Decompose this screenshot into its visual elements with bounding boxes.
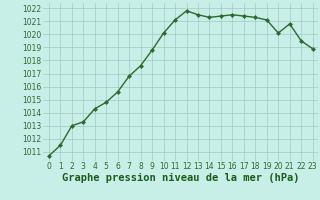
X-axis label: Graphe pression niveau de la mer (hPa): Graphe pression niveau de la mer (hPa)	[62, 173, 300, 183]
